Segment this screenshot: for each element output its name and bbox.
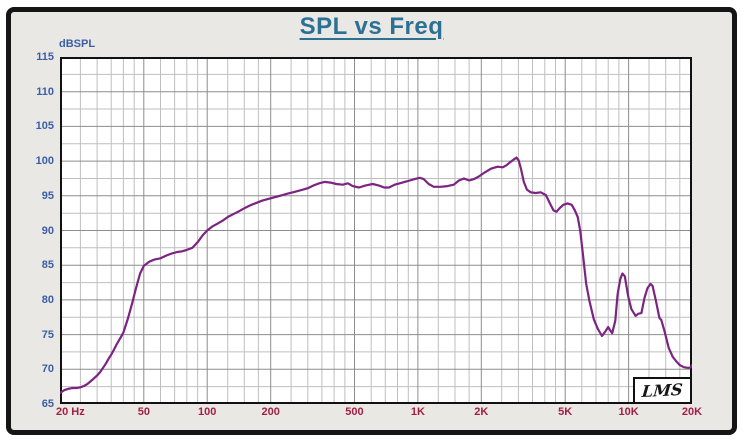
y-tick-label: 85	[41, 259, 54, 272]
lms-watermark-badge: LMS	[633, 377, 692, 404]
x-tick-label: 200	[261, 406, 280, 418]
y-tick-label: 70	[41, 363, 54, 376]
y-tick-label: 80	[41, 293, 54, 306]
x-tick-label: 2K	[474, 406, 489, 418]
y-tick-label: 100	[35, 155, 54, 168]
x-tick-label: 1K	[410, 406, 425, 418]
y-tick-label: 65	[41, 398, 54, 410]
spl-response-curve	[58, 156, 694, 394]
y-tick-label: 110	[36, 85, 54, 98]
x-tick-label: 20 Hz	[56, 406, 85, 418]
x-tick-label: 20K	[681, 406, 703, 418]
y-tick-label: 115	[36, 51, 54, 63]
y-axis-unit-label: dBSPL	[59, 38, 96, 50]
y-tick-label: 95	[41, 189, 54, 202]
lms-watermark-text: LMS	[641, 379, 684, 402]
y-tick-label: 90	[41, 224, 54, 237]
x-tick-label: 10K	[618, 406, 639, 418]
x-tick-label: 50	[137, 406, 150, 418]
spl-frequency-chart	[58, 57, 694, 404]
plot-border	[60, 57, 692, 404]
x-tick-label: 100	[198, 406, 217, 418]
y-tick-label: 105	[35, 120, 54, 133]
y-tick-label: 75	[41, 328, 54, 341]
chart-title: SPL vs Freq	[299, 13, 444, 40]
x-tick-label: 500	[345, 406, 364, 418]
chart-canvas	[58, 57, 694, 404]
x-tick-label: 5K	[558, 406, 573, 418]
